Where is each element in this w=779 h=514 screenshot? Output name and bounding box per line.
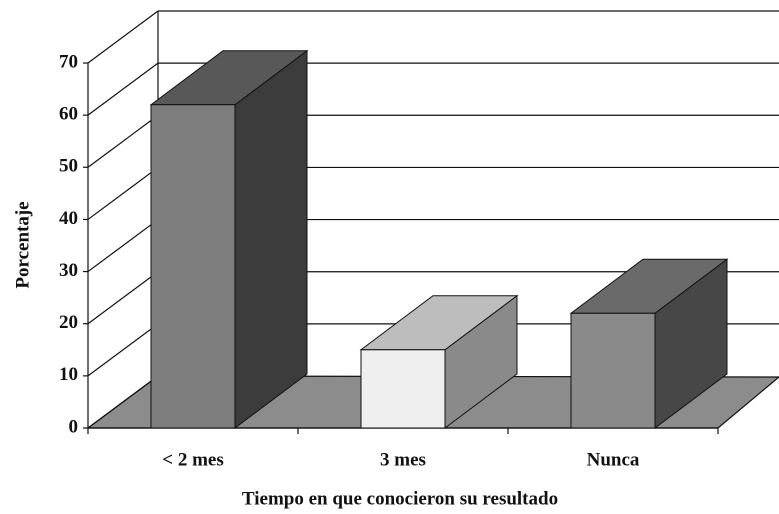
y-tick-label: 30 — [59, 260, 78, 281]
y-tick-label: 60 — [59, 104, 78, 125]
grid-line — [87, 271, 159, 325]
y-tick-label: 40 — [59, 208, 78, 229]
y-tick-label: 10 — [59, 364, 78, 385]
bar — [360, 349, 446, 429]
y-tick-label: 50 — [59, 156, 78, 177]
grid-line — [87, 62, 159, 116]
grid-line — [87, 114, 159, 168]
grid-line — [87, 323, 159, 377]
bar-side — [234, 49, 308, 429]
grid-line — [87, 219, 159, 273]
y-axis-title: Porcentaje — [12, 201, 33, 288]
bar — [150, 104, 236, 429]
bar — [570, 312, 656, 429]
x-tick-label: Nunca — [587, 449, 640, 470]
x-tick-label: 3 mes — [380, 449, 426, 470]
y-tick-label: 20 — [59, 312, 78, 333]
grid-line — [87, 375, 159, 429]
x-tick-label: < 2 mes — [162, 449, 223, 470]
x-axis-title: Tiempo en que conocieron su resultado — [242, 488, 558, 509]
grid-line — [87, 10, 159, 64]
y-tick-label: 70 — [59, 51, 78, 72]
grid-line — [87, 166, 159, 220]
y-tick-label: 0 — [69, 416, 79, 437]
